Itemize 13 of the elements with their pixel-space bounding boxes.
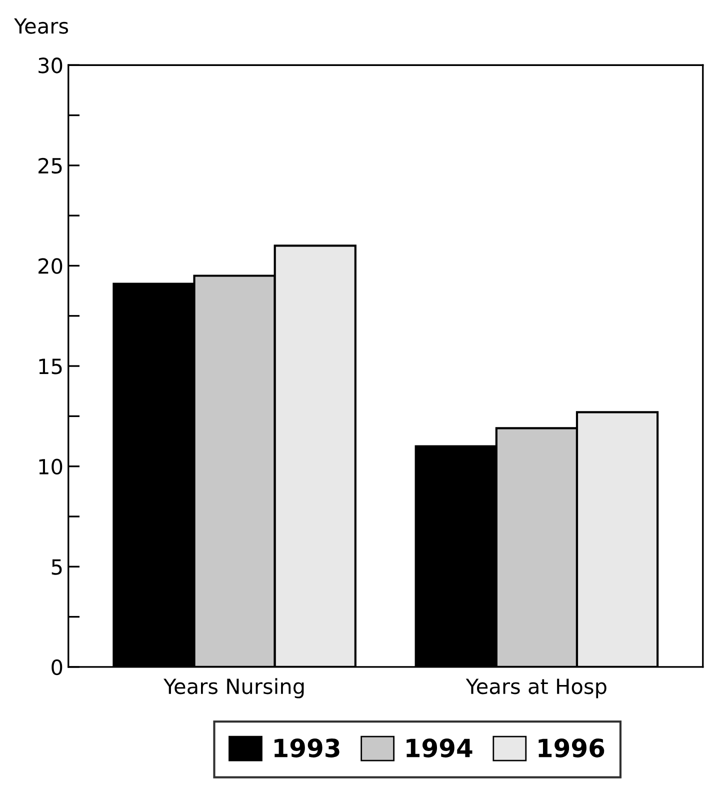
- y-tick-label: 30: [38, 58, 62, 74]
- y-tick-label: 20: [38, 258, 62, 274]
- legend-label: 1993: [274, 738, 340, 758]
- y-tick-label: 15: [39, 358, 62, 374]
- y-tick-label: 5: [52, 559, 62, 575]
- y-tick-label: 10: [39, 458, 62, 475]
- y-tick-label: 0: [52, 659, 62, 676]
- x-tick-label: Years Nursing: [164, 678, 304, 698]
- x-tick-label: Years at Hosp: [466, 678, 606, 698]
- y-tick-label: 25: [38, 158, 62, 174]
- legend-label: 1996: [538, 738, 604, 758]
- y-axis-title: Years: [14, 18, 68, 34]
- legend-label: 1994: [406, 738, 472, 758]
